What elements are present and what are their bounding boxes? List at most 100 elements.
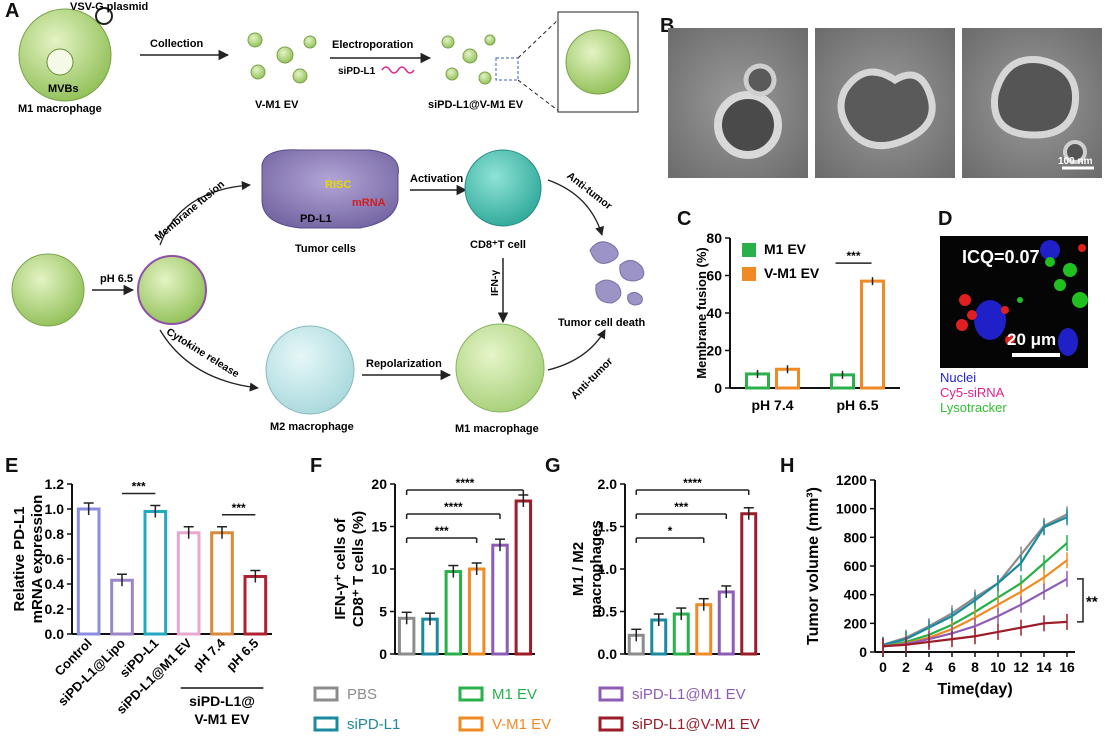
- group-label: V-M1 EV: [194, 711, 250, 727]
- cytokine-release-label: Cytokine release: [164, 326, 241, 380]
- membrane-fusion-arrow: [159, 181, 251, 246]
- confocal-legend-cy5: Cy5-siRNA: [940, 385, 1005, 400]
- y-axis-label: macrophages: [588, 520, 605, 618]
- bar: [491, 543, 509, 656]
- tem-scale-label: 100 nm: [1058, 156, 1093, 167]
- y-tick-label: 0.8: [45, 526, 65, 542]
- x-tick-label: pH 7.4: [751, 397, 793, 413]
- x-tick-label: pH 7.4: [190, 635, 229, 674]
- product-particles: [441, 34, 496, 85]
- antitumor-label-bottom: Anti-tumor: [569, 355, 615, 401]
- y-tick-label: 40: [706, 305, 722, 321]
- significance-label: ****: [444, 500, 463, 514]
- bar: [110, 578, 134, 636]
- chart-g-m1-m2-ratio: 0.00.51.01.52.0M1 / M2 macrophages *******…: [570, 476, 760, 662]
- tem-vesicle-1b: [743, 63, 777, 97]
- risc-label: RISC: [325, 179, 351, 191]
- y-tick-label: 800: [844, 529, 868, 545]
- bar: [740, 512, 758, 656]
- y-tick-label: 1.5: [598, 519, 618, 535]
- y-axis-label: Membrane fusion (%): [694, 247, 709, 378]
- bar: [176, 531, 201, 636]
- y-axis-label: Tumor volume (mm³): [805, 487, 822, 645]
- cytokine-release-arrow: [159, 329, 259, 392]
- panel-letter-e: E: [5, 455, 19, 477]
- y-tick-label: 60: [706, 268, 722, 284]
- significance-label: ****: [456, 476, 475, 490]
- sirna-squiggle-icon: [381, 66, 415, 74]
- confocal-image: ICQ=0.07 20 μm Nuclei Cy5-siRNA Lysotrac…: [940, 236, 1088, 415]
- significance-label: **: [1086, 593, 1098, 610]
- significance-label: *: [668, 524, 673, 538]
- bar: [514, 499, 533, 656]
- x-tick-label: 6: [948, 659, 956, 675]
- bar: [143, 510, 168, 636]
- tem-vesicle-1: [714, 91, 782, 159]
- cd8-label: CD8⁺T cell: [470, 239, 526, 251]
- bar: [860, 279, 885, 390]
- y-tick-label: 20: [371, 476, 387, 492]
- y-tick-label: 0.6: [45, 551, 65, 567]
- significance-bracket: [1077, 578, 1084, 623]
- legend-label: PBS: [347, 686, 377, 703]
- tumor-cell-death-fragments: [589, 241, 645, 306]
- ev-left: [11, 253, 85, 327]
- pdl1-label: PD-L1: [300, 213, 332, 225]
- antitumor-arrow-top: [547, 179, 605, 236]
- x-tick-label: 2: [902, 659, 910, 675]
- collection-label: Collection: [150, 38, 203, 50]
- bar: [243, 575, 268, 636]
- y-tick-label: 0: [859, 644, 867, 660]
- bar: [76, 507, 101, 636]
- vsvg-plasmid-label: VSV-G plasmid: [70, 1, 148, 13]
- legend-label: siPD-L1: [347, 716, 400, 733]
- bar: [695, 603, 713, 656]
- legend-swatch: [313, 686, 339, 702]
- m1-macrophage-label: M1 macrophage: [18, 103, 102, 115]
- y-axis-label: IFN-γ⁺ cells of: [332, 517, 349, 619]
- y-tick-label: 1200: [836, 472, 867, 488]
- treatment-legend: PBS siPD-L1 M1 EV V-M1 EV siPD-L1@M1 EV siPD-…: [313, 686, 760, 733]
- zoom-line-top: [517, 17, 561, 59]
- y-tick-label: 0.4: [45, 576, 65, 592]
- chart-f-ifn-cells: 0 5 10 15 20 IFN-γ⁺ cells of CD8⁺ T cells (%) *…: [332, 476, 535, 662]
- x-tick-label: pH 6.5: [836, 397, 878, 413]
- significance-label: ***: [674, 500, 688, 514]
- legend-label: M1 EV: [492, 686, 537, 703]
- m2-label: M2 macrophage: [270, 421, 354, 433]
- legend-swatch: [598, 716, 624, 732]
- tem-vesicle-2: [837, 68, 936, 150]
- plasmid-icon: [95, 7, 113, 25]
- confocal-legend-nuclei: Nuclei: [940, 370, 976, 385]
- y-tick-label: 80: [706, 230, 722, 246]
- y-tick-label: 15: [371, 519, 387, 535]
- vm1ev-particles: [247, 32, 317, 84]
- legend-label: V-M1 EV: [492, 716, 551, 733]
- confocal-nucleus-2: [1058, 328, 1078, 356]
- antitumor-label-top: Anti-tumor: [564, 170, 614, 212]
- confocal-red-signal: [956, 244, 1086, 345]
- y-tick-label: 5: [379, 604, 387, 620]
- legend-swatch: [742, 267, 756, 281]
- panel-letter-h: H: [780, 455, 795, 477]
- bar: [717, 590, 735, 656]
- zoom-box: [495, 57, 519, 81]
- y-tick-label: 1000: [836, 501, 867, 517]
- confocal-green-signal: [1017, 257, 1088, 308]
- bar: [444, 570, 463, 656]
- y-tick-label: 0.0: [45, 626, 65, 642]
- x-axis-label: Time(day): [937, 681, 1012, 698]
- group-label: siPD-L1@: [189, 693, 255, 709]
- engineered-ev-zoom: [565, 29, 631, 95]
- tem-vesicle-3: [991, 55, 1080, 139]
- x-tick-label: 16: [1059, 659, 1075, 675]
- legend-label: siPD-L1@M1 EV: [632, 686, 746, 703]
- chart-e-pdl1-expression: 0.0 0.2 0.4 0.6 0.8 1.0 1.2 Relative PD-L1 mRNA …: [11, 476, 272, 727]
- panel-letter-f: F: [310, 455, 323, 477]
- ifn-label: IFN-γ: [489, 270, 501, 296]
- legend-label: M1 EV: [764, 241, 807, 257]
- vm1ev-label: V-M1 EV: [255, 99, 299, 111]
- x-tick-label: 12: [1013, 659, 1029, 675]
